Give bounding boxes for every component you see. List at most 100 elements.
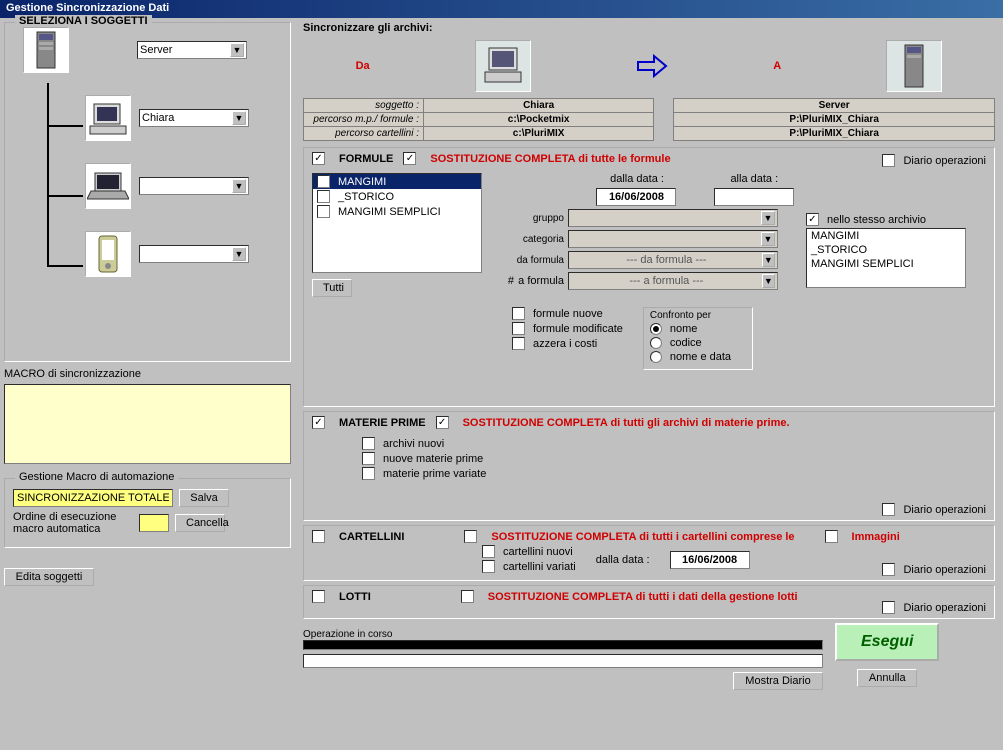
gestione-title: Gestione Macro di automazione [15, 471, 178, 483]
daformula-label: da formula [494, 255, 564, 266]
list-item[interactable]: MANGIMI [807, 229, 965, 243]
azzera-checkbox[interactable] [512, 337, 525, 350]
formule-checkbox[interactable] [312, 152, 325, 165]
materie-checkbox[interactable] [312, 416, 325, 429]
macro-label: MACRO di sincronizzazione [4, 368, 291, 380]
pda-icon [85, 231, 131, 277]
formule-listbox[interactable]: MANGIMI _STORICO MANGIMI SEMPLICI [312, 173, 482, 273]
gruppo-dropdown[interactable]: ▼ [568, 209, 778, 227]
a-cart: P:\PluriMIX_Chiara [674, 127, 995, 141]
lotti-title: LOTTI [339, 591, 371, 603]
cart-dalla-label: dalla data : [596, 554, 650, 566]
server-icon [23, 27, 69, 73]
alla-label: alla data : [715, 173, 794, 185]
ordine-label: Ordine di esecuzione macro automatica [13, 511, 133, 535]
op-label: Operazione in corso [303, 629, 823, 640]
materie-title: MATERIE PRIME [339, 417, 426, 429]
client1-combo[interactable]: Chiara ▼ [139, 109, 249, 127]
formule-diario-checkbox[interactable] [882, 154, 895, 167]
lotti-sost-label: SOSTITUZIONE COMPLETA di tutti i dati de… [488, 591, 798, 603]
row-soggetto-label: soggetto : [304, 99, 424, 113]
materie-diario-checkbox[interactable] [882, 503, 895, 516]
cart-variati-checkbox[interactable] [482, 560, 495, 573]
confronto-codice-radio[interactable] [650, 337, 662, 349]
list-item[interactable]: _STORICO [313, 189, 481, 204]
server-combo[interactable]: Server ▼ [137, 41, 247, 59]
chevron-down-icon[interactable]: ▼ [232, 247, 246, 261]
cancel-button[interactable]: Cancella [175, 514, 225, 532]
client2-combo[interactable]: ▼ [139, 177, 249, 195]
confronto-nomedata-radio[interactable] [650, 351, 662, 363]
da-cart: c:\PluriMIX [424, 127, 654, 141]
cartellini-checkbox[interactable] [312, 530, 325, 543]
cartellini-sost-label: SOSTITUZIONE COMPLETA di tutti i cartell… [491, 531, 794, 543]
macro-textarea[interactable] [4, 384, 291, 464]
stesso-archivio-checkbox[interactable] [806, 213, 819, 226]
chevron-down-icon[interactable]: ▼ [230, 43, 244, 57]
row-cart-label: percorso cartellini : [304, 127, 424, 141]
right-panel: Sincronizzare gli archivi: Da A soggetto… [295, 18, 1003, 750]
formule-nuove-checkbox[interactable] [512, 307, 525, 320]
desktop-icon [85, 95, 131, 141]
list-item[interactable]: MANGIMI SEMPLICI [807, 257, 965, 271]
formule-sost-checkbox[interactable] [403, 152, 416, 165]
sync-paths-table: soggetto : Chiara Server percorso m.p./ … [303, 98, 995, 141]
source-computer-icon [475, 40, 531, 92]
lotti-sost-checkbox[interactable] [461, 590, 474, 603]
dalla-input[interactable] [596, 188, 676, 206]
formule-title: FORMULE [339, 153, 393, 165]
chevron-down-icon[interactable]: ▼ [232, 179, 246, 193]
confronto-nome-radio[interactable] [650, 323, 662, 335]
formule-modif-checkbox[interactable] [512, 322, 525, 335]
hash-label: # [494, 275, 514, 287]
ordine-input[interactable] [139, 514, 169, 532]
immagini-checkbox[interactable] [825, 530, 838, 543]
list-item[interactable]: _STORICO [807, 243, 965, 257]
confronto-group: Confronto per nome codice nome e data [643, 307, 753, 370]
da-label: Da [356, 60, 370, 72]
macro-name-input[interactable] [13, 489, 173, 507]
tutti-button[interactable]: Tutti [312, 279, 352, 297]
cartellini-title: CARTELLINI [339, 531, 404, 543]
list-item[interactable]: MANGIMI [313, 174, 481, 189]
status-bar [303, 654, 823, 668]
dest-computer-icon [886, 40, 942, 92]
edit-subjects-button[interactable]: Edita soggetti [4, 568, 94, 586]
subjects-tree: Server ▼ Chiara ▼ [13, 27, 282, 327]
materie-sost-checkbox[interactable] [436, 416, 449, 429]
a-mp: P:\PluriMIX_Chiara [674, 113, 995, 127]
lotti-checkbox[interactable] [312, 590, 325, 603]
dalla-label: dalla data : [597, 173, 676, 185]
chevron-down-icon[interactable]: ▼ [232, 111, 246, 125]
list-item[interactable]: MANGIMI SEMPLICI [313, 204, 481, 219]
cart-data-input[interactable] [670, 551, 750, 569]
nuove-mp-checkbox[interactable] [362, 452, 375, 465]
client3-combo[interactable]: ▼ [139, 245, 249, 263]
lotti-diario-checkbox[interactable] [882, 601, 895, 614]
row-mp-label: percorso m.p./ formule : [304, 113, 424, 127]
esegui-button[interactable]: Esegui [835, 623, 939, 661]
stesso-archivio-label: nello stesso archivio [827, 214, 926, 226]
immagini-label: Immagini [852, 531, 900, 543]
cart-nuovi-checkbox[interactable] [482, 545, 495, 558]
aformula-label: a formula [518, 275, 564, 287]
archivio-listbox[interactable]: MANGIMI _STORICO MANGIMI SEMPLICI [806, 228, 966, 288]
formule-sost-label: SOSTITUZIONE COMPLETA di tutte le formul… [430, 153, 670, 165]
client1-value: Chiara [142, 112, 174, 124]
daformula-dropdown[interactable]: --- da formula ---▼ [568, 251, 778, 269]
archivi-nuovi-checkbox[interactable] [362, 437, 375, 450]
cart-diario-label: Diario operazioni [903, 564, 986, 576]
mp-variate-checkbox[interactable] [362, 467, 375, 480]
aformula-dropdown[interactable]: --- a formula ---▼ [568, 272, 778, 290]
window-title: Gestione Sincronizzazione Dati [6, 2, 169, 14]
mostra-diario-button[interactable]: Mostra Diario [733, 672, 823, 690]
da-mp: c:\Pocketmix [424, 113, 654, 127]
materie-diario-label: Diario operazioni [903, 504, 986, 516]
formule-diario-label: Diario operazioni [903, 155, 986, 167]
cartellini-sost-checkbox[interactable] [464, 530, 477, 543]
annulla-button[interactable]: Annulla [857, 669, 917, 687]
cart-diario-checkbox[interactable] [882, 563, 895, 576]
categoria-dropdown[interactable]: ▼ [568, 230, 778, 248]
save-button[interactable]: Salva [179, 489, 229, 507]
alla-input[interactable] [714, 188, 794, 206]
